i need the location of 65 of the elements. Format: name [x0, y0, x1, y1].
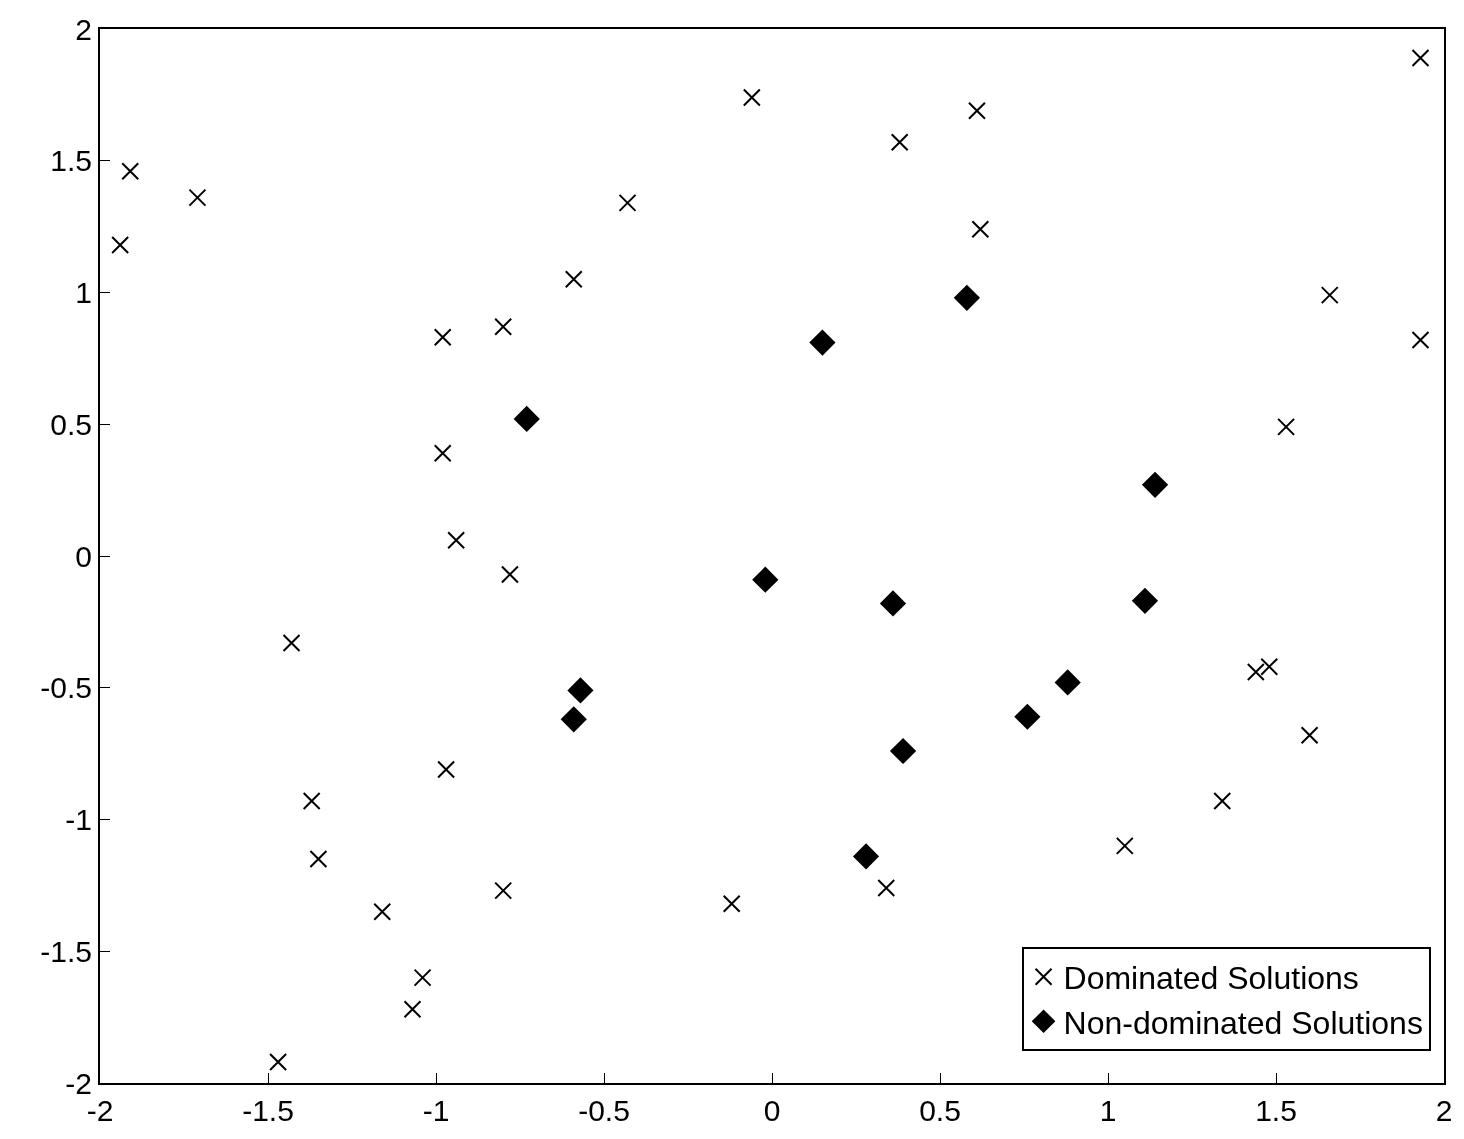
point	[954, 285, 980, 311]
legend-label: Dominated Solutions	[1063, 960, 1359, 997]
point	[514, 406, 540, 432]
point	[302, 792, 321, 811]
point	[1246, 662, 1265, 681]
point	[1054, 669, 1081, 696]
point	[1014, 704, 1041, 730]
y-tick-label: 0.5	[50, 407, 92, 441]
point	[111, 236, 130, 255]
point	[752, 567, 778, 593]
x-tick-label: -0.5	[578, 1094, 630, 1127]
x-tick-label: 1.5	[1255, 1094, 1297, 1127]
point	[433, 444, 452, 463]
y-tick-label: -2	[65, 1066, 92, 1100]
point	[853, 843, 879, 870]
point	[121, 162, 140, 181]
x-tick-label: 0.5	[919, 1094, 961, 1127]
point	[500, 565, 519, 584]
point	[1213, 792, 1232, 811]
point	[967, 101, 986, 120]
point	[742, 88, 761, 107]
y-tick-label: 0	[75, 539, 92, 573]
point	[1142, 472, 1168, 498]
point	[1320, 286, 1339, 305]
point	[890, 133, 909, 152]
x-tick-label: 1	[1099, 1094, 1117, 1127]
point	[373, 902, 392, 921]
point	[1115, 836, 1134, 855]
point	[188, 188, 207, 207]
point	[447, 531, 466, 550]
x-tick-label: -1	[422, 1094, 450, 1127]
point	[433, 328, 452, 347]
point	[437, 760, 456, 779]
point	[890, 738, 916, 764]
point	[567, 677, 594, 704]
point	[561, 706, 587, 733]
point	[494, 881, 513, 900]
point	[1132, 588, 1158, 614]
point	[722, 894, 741, 913]
y-tick-label: -1.5	[40, 934, 92, 968]
point	[1260, 657, 1279, 676]
y-tick-label: 1.5	[50, 144, 92, 178]
point	[413, 968, 432, 987]
point	[309, 850, 328, 869]
point	[282, 633, 301, 652]
point	[880, 590, 906, 617]
point	[564, 270, 583, 289]
point	[971, 220, 990, 239]
legend-label: Non-dominated Solutions	[1063, 1004, 1423, 1041]
x-tick-label: 2	[1435, 1094, 1453, 1127]
y-tick-label: -1	[65, 803, 92, 836]
point	[403, 1000, 422, 1019]
point	[618, 193, 637, 212]
y-tick-label: -0.5	[40, 671, 92, 705]
point	[494, 317, 513, 336]
y-tick-label: 1	[75, 276, 92, 309]
point	[1411, 48, 1430, 67]
x-tick-label: -1.5	[242, 1094, 294, 1127]
y-tick-label: 2	[75, 12, 92, 46]
point	[809, 329, 836, 356]
point	[1300, 726, 1319, 745]
point	[1411, 330, 1430, 349]
point	[1277, 417, 1296, 436]
point	[877, 879, 896, 898]
x-tick-label: 0	[763, 1094, 781, 1127]
